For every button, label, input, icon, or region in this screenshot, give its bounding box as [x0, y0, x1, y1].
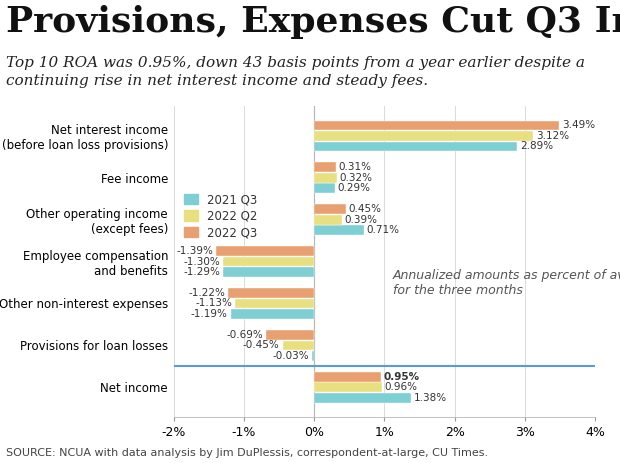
Text: 0.95%: 0.95% — [384, 372, 420, 382]
Bar — [231, 309, 314, 319]
Text: 0.29%: 0.29% — [337, 183, 370, 193]
Text: 0.32%: 0.32% — [339, 173, 373, 183]
Text: SOURCE: NCUA with data analysis by Jim DuPlessis, correspondent-at-large, CU Tim: SOURCE: NCUA with data analysis by Jim D… — [6, 448, 489, 458]
Text: -0.69%: -0.69% — [226, 330, 263, 340]
Text: 0.71%: 0.71% — [367, 225, 400, 235]
Text: -1.19%: -1.19% — [191, 309, 228, 319]
Text: 3.49%: 3.49% — [562, 120, 595, 131]
Bar — [314, 393, 411, 403]
Bar — [314, 173, 337, 182]
Bar — [283, 341, 314, 350]
Text: 0.31%: 0.31% — [339, 163, 372, 172]
Bar — [314, 382, 381, 392]
Text: -0.45%: -0.45% — [243, 340, 280, 350]
Bar — [314, 372, 381, 382]
Text: 0.39%: 0.39% — [344, 215, 378, 225]
Bar — [235, 299, 314, 308]
Text: Provisions, Expenses Cut Q3 Income: Provisions, Expenses Cut Q3 Income — [6, 5, 620, 39]
Bar — [314, 183, 335, 193]
Bar — [312, 351, 314, 361]
Text: -1.39%: -1.39% — [177, 246, 214, 256]
Text: 0.96%: 0.96% — [384, 382, 417, 392]
Bar — [265, 330, 314, 340]
Text: Annualized amounts as percent of average assets
for the three months: Annualized amounts as percent of average… — [393, 269, 620, 297]
Bar — [314, 215, 342, 225]
Text: 3.12%: 3.12% — [536, 131, 569, 141]
Bar — [216, 246, 314, 256]
Bar — [228, 288, 314, 298]
Bar — [314, 163, 336, 172]
Text: -1.13%: -1.13% — [195, 299, 232, 308]
Text: 1.38%: 1.38% — [414, 393, 447, 403]
Text: 0.45%: 0.45% — [348, 204, 381, 214]
Bar — [223, 267, 314, 277]
Text: Top 10 ROA was 0.95%, down 43 basis points from a year earlier despite a
continu: Top 10 ROA was 0.95%, down 43 basis poin… — [6, 56, 585, 88]
Bar — [314, 225, 364, 235]
Bar — [314, 131, 533, 141]
Text: -1.29%: -1.29% — [184, 267, 221, 277]
Bar — [314, 204, 346, 214]
Legend: 2021 Q3, 2022 Q2, 2022 Q3: 2021 Q3, 2022 Q2, 2022 Q3 — [184, 193, 258, 239]
Text: 2.89%: 2.89% — [520, 141, 553, 151]
Text: -1.22%: -1.22% — [188, 288, 226, 298]
Bar — [314, 120, 559, 130]
Text: -0.03%: -0.03% — [273, 351, 309, 361]
Text: -1.30%: -1.30% — [184, 257, 220, 267]
Bar — [314, 142, 517, 151]
Bar — [223, 257, 314, 266]
